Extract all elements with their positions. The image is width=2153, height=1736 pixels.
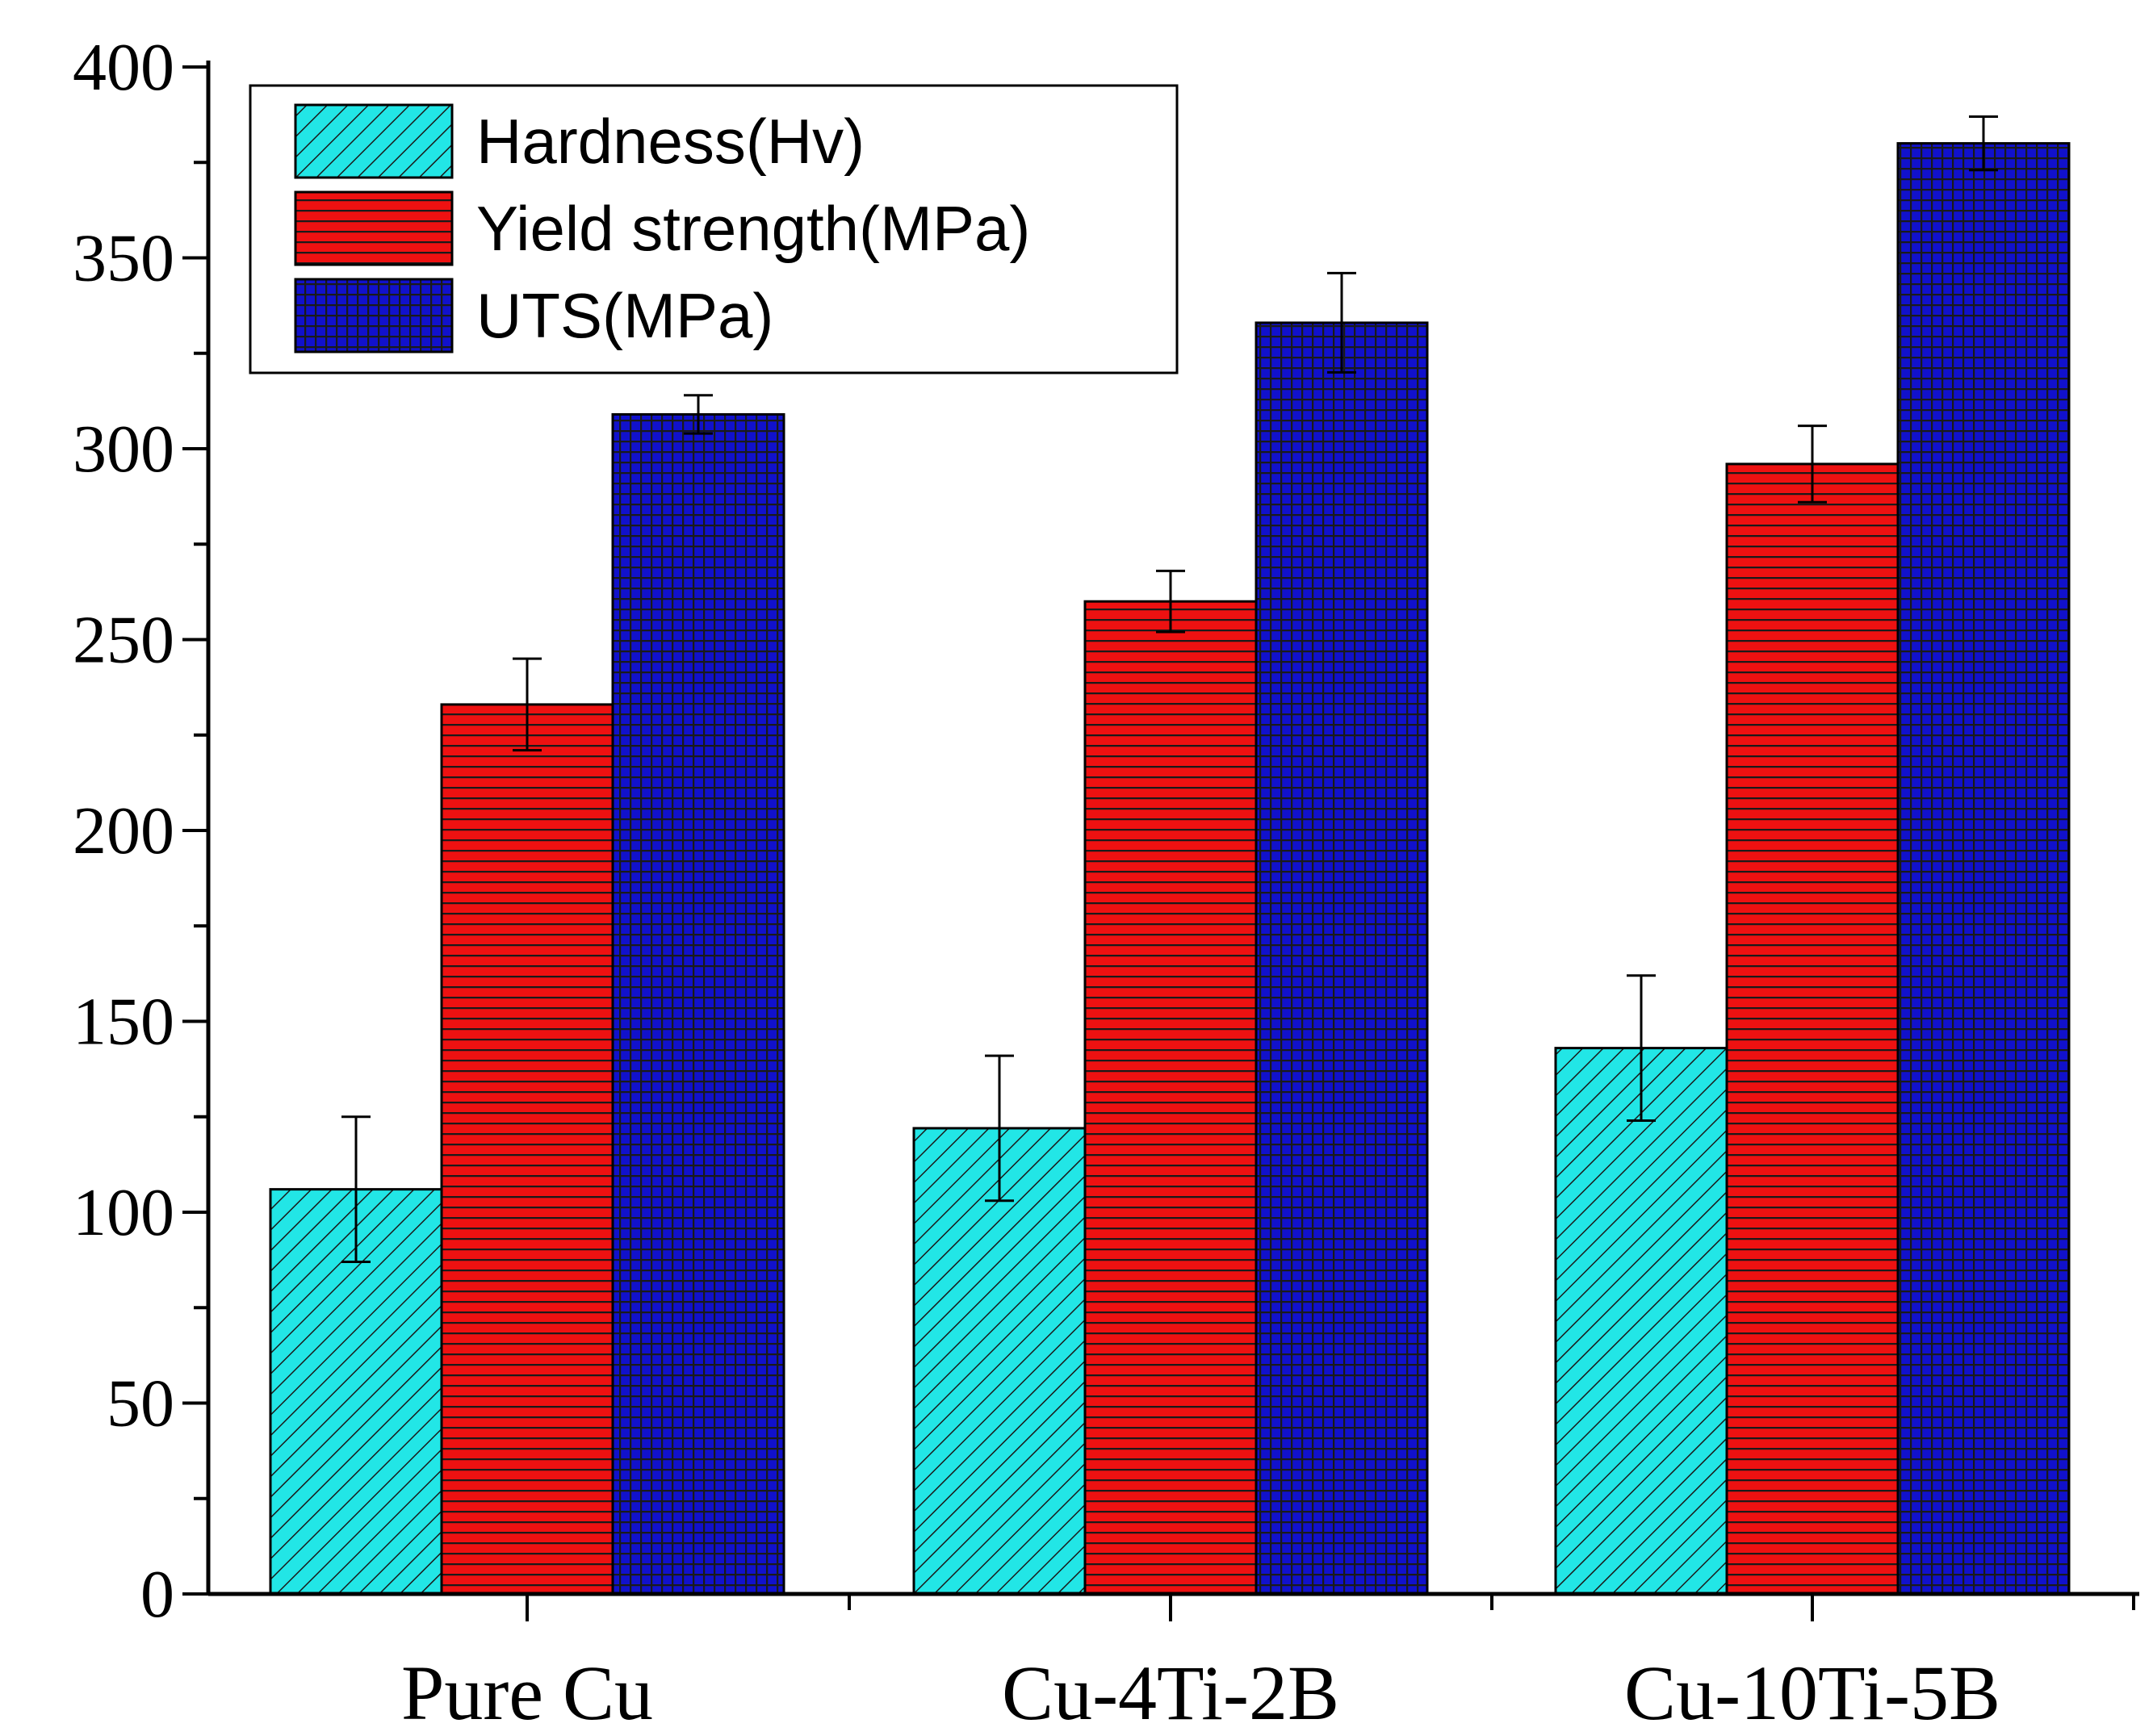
y-tick-label: 300: [73, 412, 174, 487]
legend: Hardness(Hv) Yield strength(MPa) UTS(MPa): [249, 84, 1179, 374]
x-category-label: Pure Cu: [401, 1650, 653, 1736]
legend-swatch-3: [294, 278, 454, 353]
legend-label-3: UTS(MPa): [476, 280, 773, 351]
plot-area: 0 50 100 150 200 250 300 350 400 Pure Cu Cu-4Ti-2B…: [73, 30, 2139, 1736]
y-tick-label: 50: [107, 1366, 174, 1441]
bar-3-3: [1896, 142, 2071, 1596]
bar-3-2: [1255, 321, 1429, 1596]
bar-3-1: [611, 412, 785, 1596]
bar-2-2: [1083, 600, 1258, 1596]
y-tick-label: 200: [73, 793, 174, 868]
x-category-label: Cu-4Ti-2B: [1002, 1650, 1339, 1736]
bar-1-3: [1554, 1047, 1728, 1596]
y-tick-label: 0: [140, 1557, 174, 1632]
y-tick-label: 100: [73, 1175, 174, 1250]
legend-label-1: Hardness(Hv): [476, 106, 865, 177]
legend-swatch-2: [294, 190, 454, 266]
legend-swatch-1: [294, 103, 454, 179]
y-tick-label: 250: [73, 603, 174, 678]
x-category-label: Cu-10Ti-5B: [1624, 1650, 2000, 1736]
legend-label-2: Yield strength(MPa): [476, 193, 1030, 264]
y-tick-label: 350: [73, 221, 174, 296]
bar-2-3: [1725, 462, 1900, 1596]
bar-2-1: [440, 703, 614, 1596]
y-tick-label: 400: [73, 30, 174, 105]
y-tick-label: 150: [73, 985, 174, 1060]
